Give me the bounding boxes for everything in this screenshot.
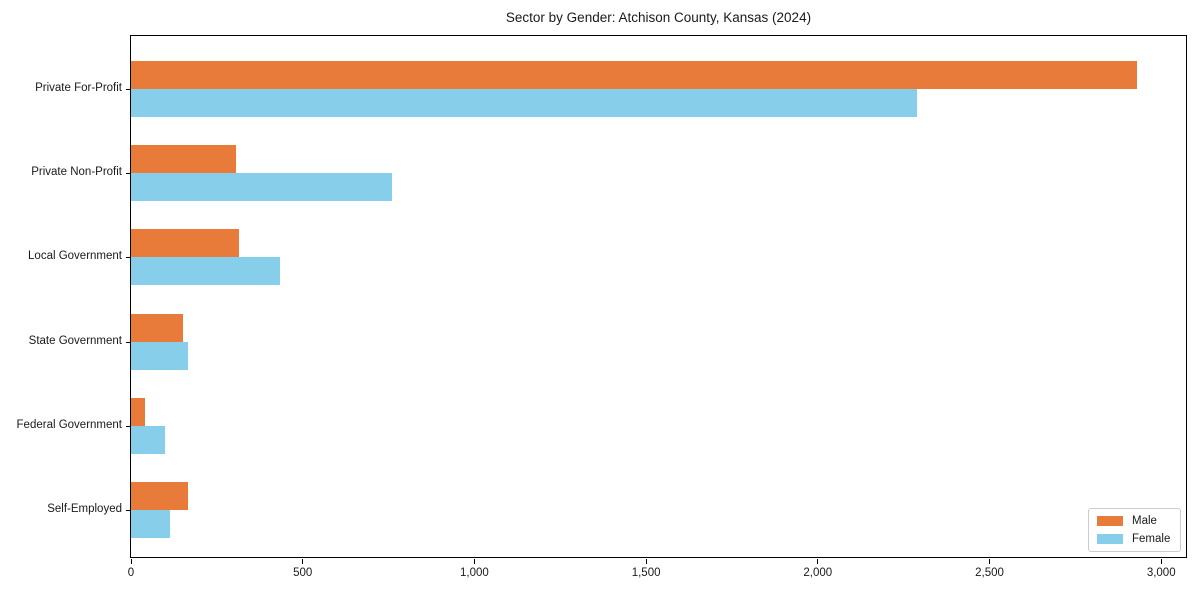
y-tick-mark xyxy=(126,341,131,343)
bar-female-federal-government xyxy=(131,425,165,454)
x-tick-mark xyxy=(302,559,304,564)
legend-label-female: Female xyxy=(1132,533,1171,545)
y-tick-mark xyxy=(126,425,131,427)
y-label-state-government: State Government xyxy=(28,334,122,347)
x-tick-mark xyxy=(645,559,647,564)
bar-male-state-government xyxy=(131,313,183,342)
legend-swatch-male xyxy=(1097,516,1123,526)
y-label-private-non-profit: Private Non-Profit xyxy=(31,166,122,179)
bar-male-private-for-profit xyxy=(131,61,1137,89)
legend: Male Female xyxy=(1088,508,1181,552)
x-tick-mark xyxy=(131,559,132,564)
legend-item-female: Female xyxy=(1097,533,1173,545)
x-tick-mark xyxy=(817,559,819,564)
y-tick-mark xyxy=(126,89,131,90)
bar-female-private-non-profit xyxy=(131,173,392,202)
y-tick-mark xyxy=(126,257,131,259)
bar-female-self-employed xyxy=(131,510,170,538)
bar-female-local-government xyxy=(131,257,280,286)
chart-title: Sector by Gender: Atchison County, Kansa… xyxy=(505,10,812,25)
x-tick-mark xyxy=(1160,559,1162,564)
bar-male-local-government xyxy=(131,229,239,258)
y-label-private-for-profit: Private For-Profit xyxy=(35,82,122,94)
x-tick-label-0: 0 xyxy=(127,567,135,579)
y-label-self-employed: Self-Employed xyxy=(47,503,122,515)
bar-male-self-employed xyxy=(131,482,188,510)
y-label-federal-government: Federal Government xyxy=(16,418,122,431)
x-tick-mark xyxy=(989,559,990,564)
plot-area: 0 500 1,000 1,500 2,000 2,500 3,000 Male Female xyxy=(126,35,1187,579)
x-tick-label-2000: 2,000 xyxy=(803,567,833,579)
x-tick-mark xyxy=(473,559,475,564)
y-tick-mark xyxy=(126,173,131,175)
y-axis-labels: Private For-Profit Private Non-Profit Loca… xyxy=(0,35,122,558)
legend-item-male: Male xyxy=(1097,515,1173,527)
bar-male-private-non-profit xyxy=(131,145,236,174)
bar-male-federal-government xyxy=(131,397,145,426)
legend-swatch-female xyxy=(1097,534,1123,544)
x-tick-label-3000: 3,000 xyxy=(1146,567,1176,579)
bar-female-state-government xyxy=(131,341,188,370)
legend-label-male: Male xyxy=(1132,515,1157,527)
x-tick-label-1500: 1,500 xyxy=(631,567,661,579)
bar-female-private-for-profit xyxy=(131,89,917,117)
y-label-local-government: Local Government xyxy=(28,250,122,263)
y-tick-mark xyxy=(126,510,131,511)
x-tick-label-2500: 2,500 xyxy=(975,567,1004,579)
x-tick-label-500: 500 xyxy=(293,567,313,579)
x-tick-label-1000: 1,000 xyxy=(460,567,489,579)
